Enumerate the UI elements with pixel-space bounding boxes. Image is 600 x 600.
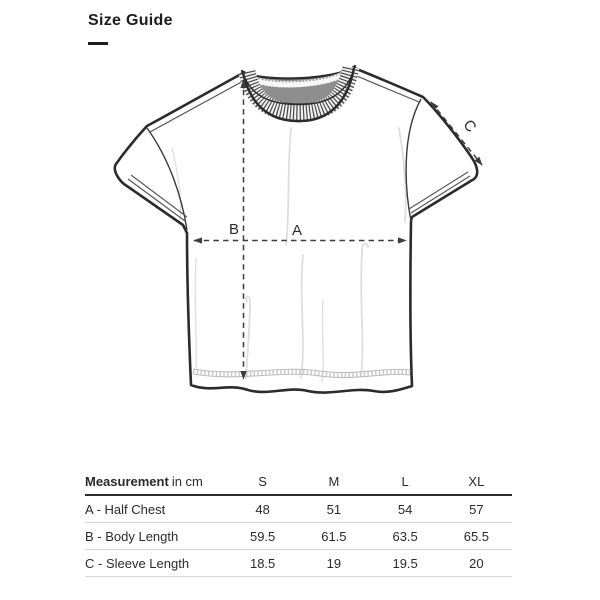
size-value: 65.5 <box>440 522 512 550</box>
row-label: C - Sleeve Length <box>85 549 227 577</box>
table-header-row: Measurement in cm S M L XL <box>85 468 512 496</box>
table-row-body-length: B - Body Length 59.5 61.5 63.5 65.5 <box>85 522 512 550</box>
column-header-size-xl: XL <box>440 468 512 496</box>
size-value: 48 <box>227 495 299 523</box>
size-value: 59.5 <box>227 522 299 550</box>
sleeve-length-arrow <box>430 101 483 166</box>
left-armhole-seam <box>146 127 188 231</box>
size-value: 61.5 <box>298 522 370 550</box>
measurement-label-c: C <box>459 117 479 136</box>
size-value: 63.5 <box>369 522 441 550</box>
size-value: 19.5 <box>369 549 441 577</box>
column-header-size-l: L <box>369 468 441 496</box>
title-underline <box>88 42 108 45</box>
size-value: 54 <box>369 495 441 523</box>
size-value: 57 <box>440 495 512 523</box>
right-shoulder-seam <box>351 73 420 103</box>
size-value: 51 <box>298 495 370 523</box>
tshirt-body-outline <box>113 66 479 394</box>
table-row-half-chest: A - Half Chest 48 51 54 57 <box>85 495 512 523</box>
seam-lines <box>127 73 471 231</box>
ribbed-collar <box>238 65 360 123</box>
measurement-header-unit: in cm <box>171 473 203 489</box>
page-title: Size Guide <box>88 12 173 29</box>
column-header-measurement: Measurement in cm <box>85 468 227 496</box>
tshirt-drawing <box>113 64 479 394</box>
table-row-sleeve-length: C - Sleeve Length 18.5 19 19.5 20 <box>85 549 512 577</box>
measurement-header-label: Measurement <box>85 473 169 489</box>
column-header-size-m: M <box>298 468 370 496</box>
right-cuff-hem <box>408 171 471 214</box>
fabric-wrinkles <box>171 127 407 383</box>
bottom-hem-stitch <box>192 368 411 379</box>
left-cuff-hem <box>127 174 188 222</box>
size-value: 20 <box>440 549 512 577</box>
measurement-arrows <box>193 79 483 380</box>
measurement-label-a: A <box>292 222 302 239</box>
measurement-label-b: B <box>229 221 239 238</box>
size-value: 18.5 <box>227 549 299 577</box>
row-label: B - Body Length <box>85 522 227 550</box>
size-value: 19 <box>298 549 370 577</box>
row-label: A - Half Chest <box>85 495 227 523</box>
right-armhole-seam <box>405 98 422 222</box>
column-header-size-s: S <box>227 468 299 496</box>
left-shoulder-seam <box>149 79 246 133</box>
tshirt-size-diagram: A B C <box>113 64 483 394</box>
size-table: Measurement in cm S M L XL A - Half Chest… <box>85 468 512 577</box>
